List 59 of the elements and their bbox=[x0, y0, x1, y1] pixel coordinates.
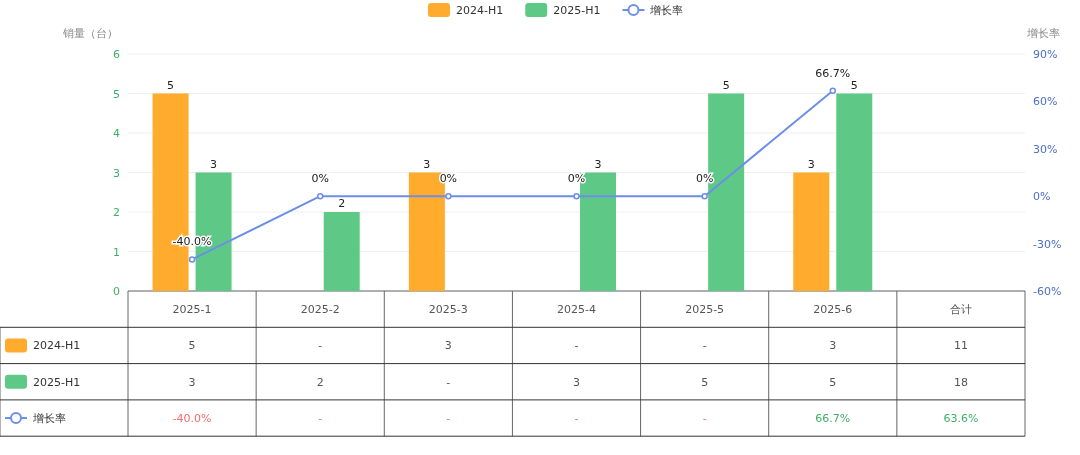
text: 2 bbox=[316, 375, 324, 389]
y2-tick-label: 0% bbox=[1033, 190, 1051, 204]
y-tick-label: 0 bbox=[113, 285, 120, 298]
y2-tick-label: -30% bbox=[1033, 237, 1062, 251]
data-label: 66.7% bbox=[815, 66, 851, 80]
legend-label: 2025-H1 bbox=[553, 4, 601, 17]
y2-axis-title: 增长率 bbox=[1026, 27, 1060, 40]
x-tick-label: 合计 bbox=[949, 303, 972, 316]
text: 3 bbox=[188, 375, 196, 389]
text: 3 bbox=[444, 339, 452, 353]
y-tick-label: 1 bbox=[113, 245, 120, 259]
x-tick-label: 2025-2 bbox=[300, 303, 340, 316]
x-tick-label: 2025-4 bbox=[557, 303, 596, 316]
text: 5 bbox=[188, 339, 196, 353]
y-tick-label: 5 bbox=[113, 87, 120, 101]
text: 66.7% bbox=[815, 412, 851, 426]
text: 63.6% bbox=[943, 412, 979, 426]
text: - bbox=[702, 412, 707, 426]
y2-tick-label: -60% bbox=[1033, 285, 1062, 298]
legend-label: 增长率 bbox=[32, 412, 66, 426]
y-axis-title: 销量（台） bbox=[62, 27, 118, 40]
legend-label: 2024-H1 bbox=[456, 4, 504, 17]
text: -40.0% bbox=[172, 412, 212, 426]
text: - bbox=[446, 375, 451, 389]
x-tick-label: 2025-6 bbox=[813, 303, 853, 316]
legend-label: 增长率 bbox=[649, 4, 684, 17]
data-label: 0% bbox=[311, 172, 329, 186]
text: - bbox=[318, 339, 323, 353]
data-label: 2 bbox=[338, 197, 346, 210]
text: - bbox=[702, 339, 707, 353]
data-label: 5 bbox=[167, 78, 175, 92]
text: - bbox=[574, 412, 579, 426]
text: - bbox=[574, 339, 579, 353]
legend-label: 2025-H1 bbox=[33, 375, 81, 389]
y2-tick-label: 90% bbox=[1033, 48, 1058, 61]
text: 5 bbox=[701, 375, 709, 389]
text: 18 bbox=[953, 375, 968, 389]
data-label: 5 bbox=[850, 78, 858, 92]
y2-tick-label: 60% bbox=[1033, 95, 1058, 109]
legend-label: 2024-H1 bbox=[33, 339, 81, 353]
x-tick-label: 2025-3 bbox=[428, 303, 468, 316]
text: - bbox=[446, 412, 451, 426]
y-tick-label: 3 bbox=[113, 166, 120, 180]
y2-tick-label: 30% bbox=[1033, 142, 1058, 156]
text: - bbox=[318, 412, 323, 426]
y-tick-label: 2 bbox=[113, 206, 120, 219]
data-label: 3 bbox=[423, 157, 431, 171]
data-label: 3 bbox=[594, 157, 602, 171]
text: 5 bbox=[829, 375, 837, 389]
text: 11 bbox=[953, 339, 968, 353]
y-tick-label: 4 bbox=[113, 127, 120, 140]
data-label: 3 bbox=[210, 157, 218, 171]
data-label: 3 bbox=[807, 157, 815, 171]
data-label: 5 bbox=[722, 78, 730, 92]
text: 3 bbox=[573, 375, 580, 389]
x-tick-label: 2025-5 bbox=[685, 303, 725, 316]
x-tick-label: 2025-1 bbox=[172, 303, 212, 316]
text: 3 bbox=[829, 339, 837, 353]
y-tick-label: 6 bbox=[113, 48, 120, 61]
